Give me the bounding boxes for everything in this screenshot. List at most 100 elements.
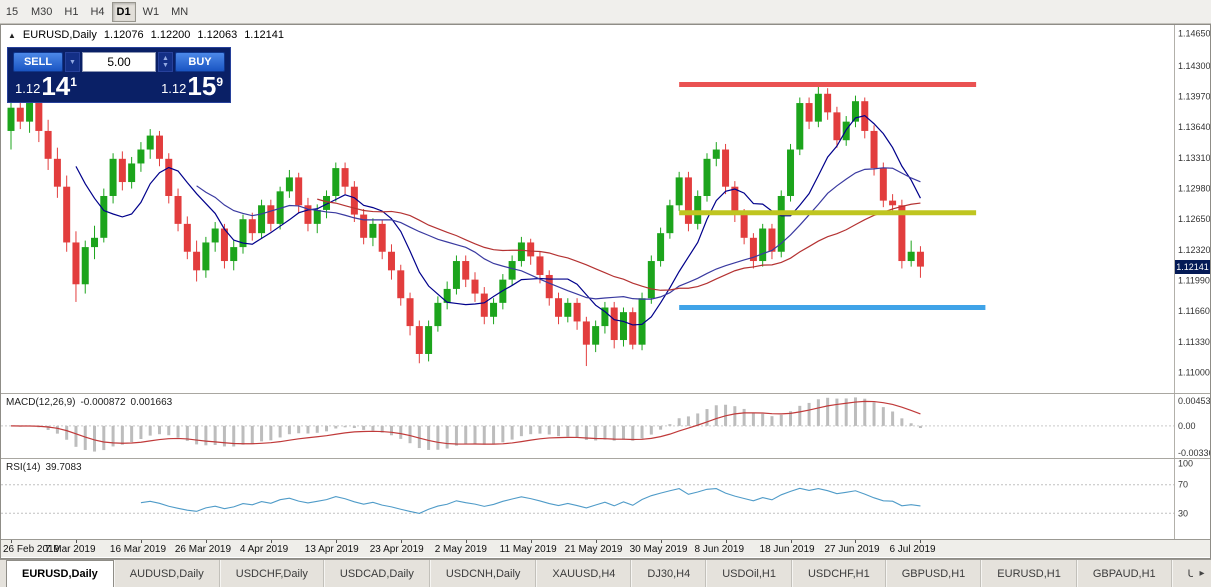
date-tick	[205, 540, 207, 543]
rsi-chart[interactable]: 100 70 30	[1, 459, 1210, 539]
candle-body	[425, 326, 433, 354]
candle-body	[332, 168, 340, 196]
price-axis-label: 1.13970	[1178, 92, 1210, 102]
chart-tab-usdcad-daily[interactable]: USDCAD,Daily	[323, 560, 430, 587]
timeframe-button-h4[interactable]: H4	[90, 5, 105, 18]
candle-body	[193, 251, 201, 271]
price-axis-label: 1.12320	[1178, 245, 1210, 255]
buy-button[interactable]: BUY	[175, 52, 225, 72]
stepper-up-icon[interactable]: ▲	[162, 55, 169, 62]
collapse-panel-icon[interactable]: ▲	[8, 30, 16, 40]
date-tick	[595, 540, 597, 543]
chart-tab-xauusd-h4[interactable]: XAUUSD,H4	[536, 560, 632, 587]
ohlc-close: 1.12141	[244, 29, 284, 41]
macd-signal-line	[10, 400, 921, 445]
timeframe-button-15[interactable]: 15	[5, 5, 19, 18]
candle-body	[805, 103, 813, 122]
chart-tab-usdchf-daily[interactable]: USDCHF,Daily	[219, 560, 324, 587]
buy-price-display: 1.12 15 9	[161, 73, 223, 99]
candle-body	[35, 98, 43, 131]
candle-body	[879, 168, 887, 201]
price-chart-pane[interactable]: 1.14650 1.14300 1.13970 1.13640 1.13310 1.129…	[1, 25, 1210, 393]
date-axis[interactable]: 26 Feb 2019 7 Mar 2019 16 Mar 2019 26 Mar 2…	[1, 539, 1210, 557]
candle-body	[889, 200, 897, 206]
sell-button[interactable]: SELL	[13, 52, 63, 72]
candle-body	[341, 168, 349, 187]
timeframe-button-d1[interactable]: D1	[111, 1, 136, 22]
stepper-down-icon[interactable]: ▼	[162, 62, 169, 69]
rsi-pane[interactable]: 100 70 30 RSI(14) 39.7083	[1, 458, 1210, 539]
timeframe-button-h1[interactable]: H1	[64, 5, 79, 18]
sell-price-point: 1	[70, 75, 77, 89]
ohlc-high: 1.12200	[150, 29, 191, 41]
macd-pane[interactable]: 0.004537 0.00 -0.003362 MACD(12,26,9) -0.00…	[1, 393, 1210, 458]
date-axis-label: 18 Jun 2019	[759, 544, 815, 555]
date-tick	[140, 540, 142, 543]
date-axis-label: 30 May 2019	[629, 544, 688, 555]
candle-body	[740, 214, 748, 238]
candle-body	[787, 149, 795, 196]
candle-body	[248, 219, 256, 234]
candle-body	[155, 135, 163, 159]
candle-body	[202, 242, 210, 271]
candle-body	[369, 223, 377, 238]
chart-tab-usdchf-h1[interactable]: USDCHF,H1	[791, 560, 886, 587]
chart-tab-gbpaud-h1[interactable]: GBPAUD,H1	[1076, 560, 1172, 587]
sell-price-pips: 14	[41, 71, 71, 101]
candle-body	[220, 228, 228, 262]
candle-body	[109, 158, 117, 196]
candle-body	[230, 247, 238, 262]
date-axis-label: 7 Mar 2019	[44, 544, 96, 555]
candle-body	[759, 228, 767, 262]
candle-body	[7, 107, 15, 131]
candle-body	[276, 191, 284, 224]
price-axis-label: 1.11330	[1178, 337, 1210, 347]
date-axis-label: 2 May 2019	[434, 544, 487, 555]
lot-size-input[interactable]: 5.00	[82, 52, 156, 72]
candle-body	[16, 107, 24, 122]
date-tick	[790, 540, 792, 543]
date-tick	[400, 540, 402, 543]
candle-body	[174, 195, 182, 224]
lot-stepper[interactable]: ▲ ▼	[158, 52, 173, 72]
chart-tab-usdcnh-daily[interactable]: USDCNH,Daily	[429, 560, 537, 587]
ohlc-low: 1.12063	[197, 29, 238, 41]
candlestick-chart[interactable]: 1.146501.143001.139701.136401.133101.129…	[1, 25, 1210, 393]
timeframe-button-w1[interactable]: W1	[142, 5, 160, 18]
chart-tab-eurusd-h1[interactable]: EURUSD,H1	[981, 560, 1077, 587]
candle-body	[824, 93, 832, 113]
chart-tab-usdjp[interactable]: USDJP	[1171, 560, 1193, 587]
candle-body	[629, 312, 637, 345]
chart-tab-audusd-daily[interactable]: AUDUSD,Daily	[113, 560, 220, 587]
sell-price-display: 1.12 14 1	[15, 71, 77, 101]
tab-scroll-right-icon[interactable]: ▸	[1199, 568, 1205, 579]
chart-tab-eurusd-daily[interactable]: EURUSD,Daily	[6, 560, 114, 587]
price-axis-label: 1.12650	[1178, 214, 1210, 224]
candle-body	[666, 205, 674, 234]
timeframe-button-m30[interactable]: M30	[31, 5, 53, 18]
candle-body	[258, 205, 266, 234]
candle-body	[183, 223, 191, 252]
candle-body	[675, 177, 683, 206]
chart-tab-dj30-h4[interactable]: DJ30,H4	[631, 560, 707, 587]
candle-body	[44, 130, 52, 159]
chart-tab-gbpusd-h1[interactable]: GBPUSD,H1	[885, 560, 982, 587]
price-axis-label: 1.13640	[1178, 122, 1210, 132]
candle-body	[91, 237, 99, 248]
chart-symbol: EURUSD,Daily	[22, 29, 97, 41]
candle-body	[851, 101, 859, 122]
candle-body	[118, 158, 126, 183]
candle-body	[796, 103, 804, 150]
date-tick	[725, 540, 727, 543]
candle-body	[63, 186, 71, 243]
macd-name: MACD(12,26,9)	[6, 397, 76, 408]
candle-body	[211, 228, 219, 243]
macd-signal-value: 0.001663	[130, 397, 173, 408]
lot-dropdown-icon[interactable]: ▼	[65, 52, 80, 72]
timeframe-button-mn[interactable]: MN	[171, 5, 189, 18]
chart-tab-usdoil-h1[interactable]: USDOil,H1	[706, 560, 792, 587]
candle-body	[619, 312, 627, 341]
candle-body	[814, 93, 822, 122]
macd-chart[interactable]: 0.004537 0.00 -0.003362	[1, 394, 1210, 458]
candle-body	[239, 219, 247, 248]
